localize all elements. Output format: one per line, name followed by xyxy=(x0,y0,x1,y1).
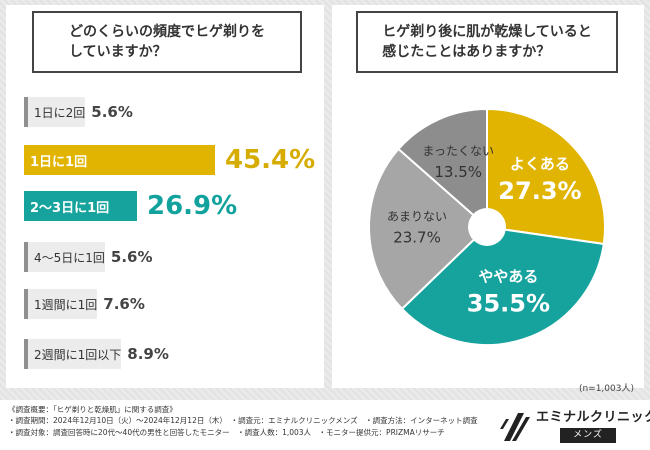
bar: 4〜5日に1回 xyxy=(24,242,105,272)
bar: 1日に1回 xyxy=(24,145,215,175)
bar: 2週間に1回以下 xyxy=(24,339,122,369)
bar-chart-panel: どのくらいの頻度でヒゲ剃りを していますか？ 1日に2回 5.6% 1日に1回 45.… xyxy=(6,5,324,388)
bar-value-label: 5.6% xyxy=(91,103,133,121)
survey-summary-heading: 《調査概要：「ヒゲ剃りと乾燥肌」に関する調査》 xyxy=(8,405,177,414)
survey-summary: 《調査概要：「ヒゲ剃りと乾燥肌」に関する調査》 ・調査期間：2024年12月10… xyxy=(8,404,488,438)
pie-slice-value-label: 23.7% xyxy=(393,229,441,247)
pie-center-hole xyxy=(468,208,506,246)
pie-slice-category-label: ややある xyxy=(478,268,538,286)
chart-background: どのくらいの頻度でヒゲ剃りを していますか？ 1日に2回 5.6% 1日に1回 45.… xyxy=(0,0,650,400)
survey-summary-line: ・調査期間：2024年12月10日（火）〜2024年12月12日（木） ・調査元… xyxy=(8,416,478,426)
pie-chart-question-box: ヒゲ剃り後に肌が乾燥していると 感じたことはありますか？ xyxy=(356,11,618,73)
bar-row: 2週間に1回以下 8.9% xyxy=(24,339,169,369)
bar-value-label: 26.9% xyxy=(147,191,238,221)
pie-slice xyxy=(368,147,489,311)
pie-slice-category-label: あまりない xyxy=(387,210,447,224)
sample-size-note: (n=1,003人) xyxy=(578,384,634,394)
logo-subtitle: メンズ xyxy=(560,428,616,443)
bar-row: 1日に1回 45.4% xyxy=(24,145,315,175)
bar-chart-question-box: どのくらいの頻度でヒゲ剃りを していますか？ xyxy=(32,11,302,73)
pie-slice-value-label: 13.5% xyxy=(434,163,482,181)
bar-value-label: 5.6% xyxy=(110,248,153,266)
bar: 2〜3日に1回 xyxy=(24,191,137,221)
bar-row: 1週間に1回 7.6% xyxy=(24,289,145,319)
eminal-logo-icon xyxy=(500,413,530,441)
bar-value-label: 7.6% xyxy=(103,295,145,313)
pie-slice xyxy=(397,107,488,230)
pie-slice-value-label: 35.5% xyxy=(467,290,550,318)
pie-slice-category-label: まったくない xyxy=(422,144,494,158)
pie-slice xyxy=(486,107,606,246)
eminal-clinic-logo: エミナルクリニック メンズ xyxy=(498,406,650,446)
pie-chart-panel: ヒゲ剃り後に肌が乾燥していると 感じたことはありますか？ よくある 27.3% やや… xyxy=(332,5,644,394)
survey-summary-line: ・調査対象：調査回答時に20代〜40代の男性と回答したモニター ・調査人数：1,… xyxy=(8,427,445,437)
bar-row: 1日に2回 5.6% xyxy=(24,97,133,127)
pie-slice xyxy=(400,225,605,346)
bar: 1日に2回 xyxy=(24,97,86,127)
pie-chart-title: ヒゲ剃り後に肌が乾燥していると 感じたことはありますか？ xyxy=(382,24,592,60)
pie-chart-svg: よくある 27.3% ややある 35.5% あまりない 23.7% まったくない 13.5% xyxy=(368,107,606,346)
bar: 1週間に1回 xyxy=(24,289,98,319)
bar-value-label: 8.9% xyxy=(127,345,169,363)
pie-slice-category-label: よくある xyxy=(510,155,570,173)
pie-slice-value-label: 27.3% xyxy=(498,177,581,205)
bar-chart-title: どのくらいの頻度でヒゲ剃りを していますか？ xyxy=(69,24,265,60)
bar-row: 4〜5日に1回 5.6% xyxy=(24,242,153,272)
logo-name: エミナルクリニック xyxy=(536,410,650,425)
bar-value-label: 45.4% xyxy=(225,145,316,175)
bar-row: 2〜3日に1回 26.9% xyxy=(24,191,237,221)
